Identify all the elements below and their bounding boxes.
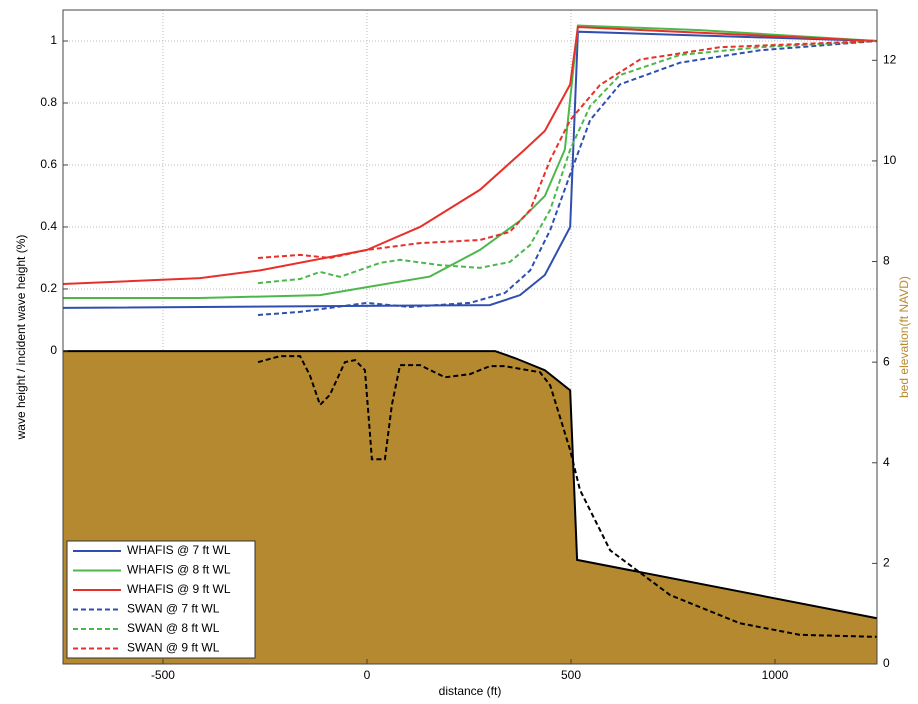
y2-tick-label: 4	[883, 455, 890, 469]
legend-label: WHAFIS @ 7 ft WL	[127, 543, 231, 557]
y2-tick-label: 6	[883, 354, 890, 368]
y-tick-label: 0.4	[40, 219, 57, 233]
bed-line	[257, 355, 878, 638]
x-axis-label: distance (ft)	[439, 684, 502, 698]
series-line	[257, 39, 878, 316]
legend-label: SWAN @ 7 ft WL	[127, 602, 220, 616]
series-line	[62, 26, 878, 285]
legend-label: SWAN @ 9 ft WL	[127, 641, 220, 655]
bed-line	[63, 350, 878, 620]
legend-label: SWAN @ 8 ft WL	[127, 621, 220, 635]
y2-axis-label: bed elevation(ft NAVD)	[897, 276, 911, 398]
x-tick-label: 0	[364, 668, 371, 682]
y-tick-label: 0.2	[40, 281, 57, 295]
y-tick-label: 0.6	[40, 157, 57, 171]
legend-label: WHAFIS @ 9 ft WL	[127, 582, 231, 596]
y-axis-label: wave height / incident wave height (%)	[14, 235, 28, 441]
y2-tick-label: 8	[883, 254, 890, 268]
series-line	[63, 24, 878, 299]
x-tick-label: 1000	[762, 668, 789, 682]
y2-tick-label: 12	[883, 52, 897, 66]
y-tick-label: 1	[50, 33, 57, 47]
legend-label: WHAFIS @ 8 ft WL	[127, 563, 231, 577]
y2-tick-label: 0	[883, 656, 890, 670]
x-tick-label: 500	[561, 668, 581, 682]
y2-tick-label: 10	[883, 153, 897, 167]
y-tick-label: 0	[50, 343, 57, 357]
y2-tick-label: 2	[883, 556, 890, 570]
legend-box	[66, 540, 256, 659]
bed-area	[63, 351, 877, 664]
series-line	[257, 39, 878, 285]
x-tick-label: -500	[151, 668, 175, 682]
plot-frame	[62, 9, 878, 665]
series-line	[257, 39, 878, 259]
y-tick-label: 0.8	[40, 95, 57, 109]
